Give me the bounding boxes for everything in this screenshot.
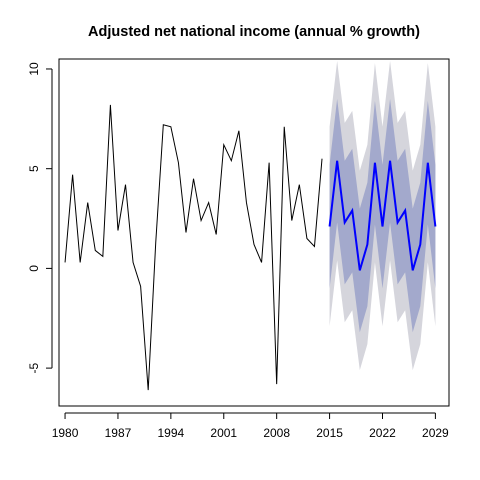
band-80	[329, 98, 436, 333]
forecast-line	[328, 160, 437, 271]
observed-line	[64, 104, 323, 391]
x-tick-label: 2015	[316, 426, 343, 440]
series-lines	[64, 104, 437, 391]
y-tick-label: 5	[27, 165, 41, 172]
x-tick-label: 2022	[369, 426, 396, 440]
chart-title: Adjusted net national income (annual % g…	[88, 24, 420, 40]
y-tick-label: -5	[27, 362, 41, 373]
plot-frame	[58, 58, 450, 407]
x-tick-label: 1994	[158, 426, 185, 440]
y-tick-label: 10	[27, 62, 41, 76]
x-tick-label: 1987	[105, 426, 132, 440]
x-tick-label: 2029	[422, 426, 449, 440]
y-tick-label: 0	[27, 265, 41, 272]
prediction-bands	[329, 60, 436, 371]
x-tick-label: 1980	[52, 426, 79, 440]
x-tick-label: 2001	[210, 426, 237, 440]
axes: 1980 1987 1994 2001 2008 2015 2022 2029 -5 0 5 10	[27, 58, 450, 440]
x-tick-label: 2008	[263, 426, 290, 440]
